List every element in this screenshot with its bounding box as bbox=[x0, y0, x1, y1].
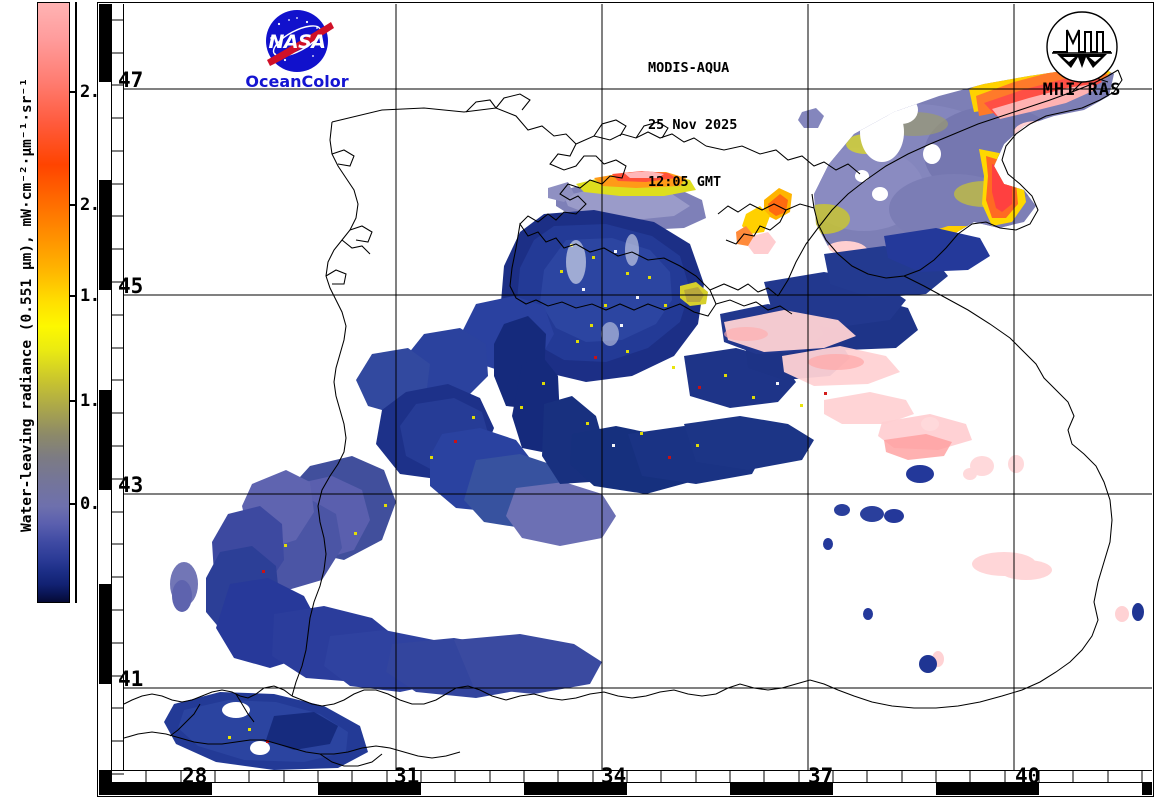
lat-minor-ticks bbox=[112, 19, 124, 775]
colorbar-tick-1.0 bbox=[70, 400, 77, 402]
acquisition-info: MODIS-AQUA 25 Nov 2025 12:05 GMT bbox=[648, 21, 737, 230]
colorbar-tick-0.5 bbox=[70, 503, 77, 505]
acquisition-time: 12:05 GMT bbox=[648, 174, 722, 190]
graticule bbox=[124, 4, 1152, 770]
pink-cloud-patches bbox=[724, 310, 1129, 667]
colorbar-gradient bbox=[37, 2, 70, 603]
marmara-data-field bbox=[164, 692, 368, 770]
lat-block-0 bbox=[99, 4, 112, 82]
latitude-tick-band-inner bbox=[112, 4, 124, 795]
lon-block-2 bbox=[524, 782, 627, 795]
central-speckle bbox=[262, 340, 827, 573]
lat-label-41: 41 bbox=[118, 667, 144, 691]
lat-block-3 bbox=[99, 584, 112, 684]
acquisition-date: 25 Nov 2025 bbox=[648, 117, 738, 133]
nasa-wordmark: NASA bbox=[269, 31, 326, 53]
colorbar-tick-1.5 bbox=[70, 295, 77, 297]
map-outer-frame bbox=[97, 2, 1154, 797]
map-svg bbox=[124, 4, 1152, 770]
lat-label-43: 43 bbox=[118, 473, 144, 497]
sensor-name: MODIS-AQUA bbox=[648, 60, 730, 76]
mhi-ras-logo bbox=[1046, 11, 1118, 83]
lon-minor-ticks bbox=[145, 770, 1143, 782]
lat-block-2 bbox=[99, 390, 112, 490]
lon-block-1 bbox=[318, 782, 421, 795]
colorbar bbox=[37, 2, 70, 603]
colorbar-tick-2.0 bbox=[70, 204, 77, 206]
longitude-tick-band-inner bbox=[99, 770, 1152, 782]
nasa-logo: NASA bbox=[266, 10, 334, 72]
oceancolor-wordmark: OceanColor bbox=[245, 72, 349, 91]
colorbar-axis-line bbox=[75, 2, 77, 603]
lat-label-45: 45 bbox=[118, 274, 144, 298]
colorbar-axis-title: Water-leaving radiance (0.551 µm), mW·cm… bbox=[19, 78, 35, 532]
institute-wordmark: MHI RAS bbox=[1042, 80, 1122, 100]
map-canvas[interactable] bbox=[124, 4, 1152, 770]
lon-block-0 bbox=[112, 782, 212, 795]
colorbar-tick-2.5 bbox=[70, 91, 77, 93]
east-isolated-blobs bbox=[823, 465, 1144, 673]
lat-label-47: 47 bbox=[118, 68, 144, 92]
lon-block-3 bbox=[730, 782, 833, 795]
coastline-layer bbox=[124, 69, 1123, 767]
lat-block-4 bbox=[99, 770, 112, 795]
lat-block-1 bbox=[99, 180, 112, 290]
lon-block-4 bbox=[936, 782, 1039, 795]
lon-block-5 bbox=[1142, 782, 1152, 795]
